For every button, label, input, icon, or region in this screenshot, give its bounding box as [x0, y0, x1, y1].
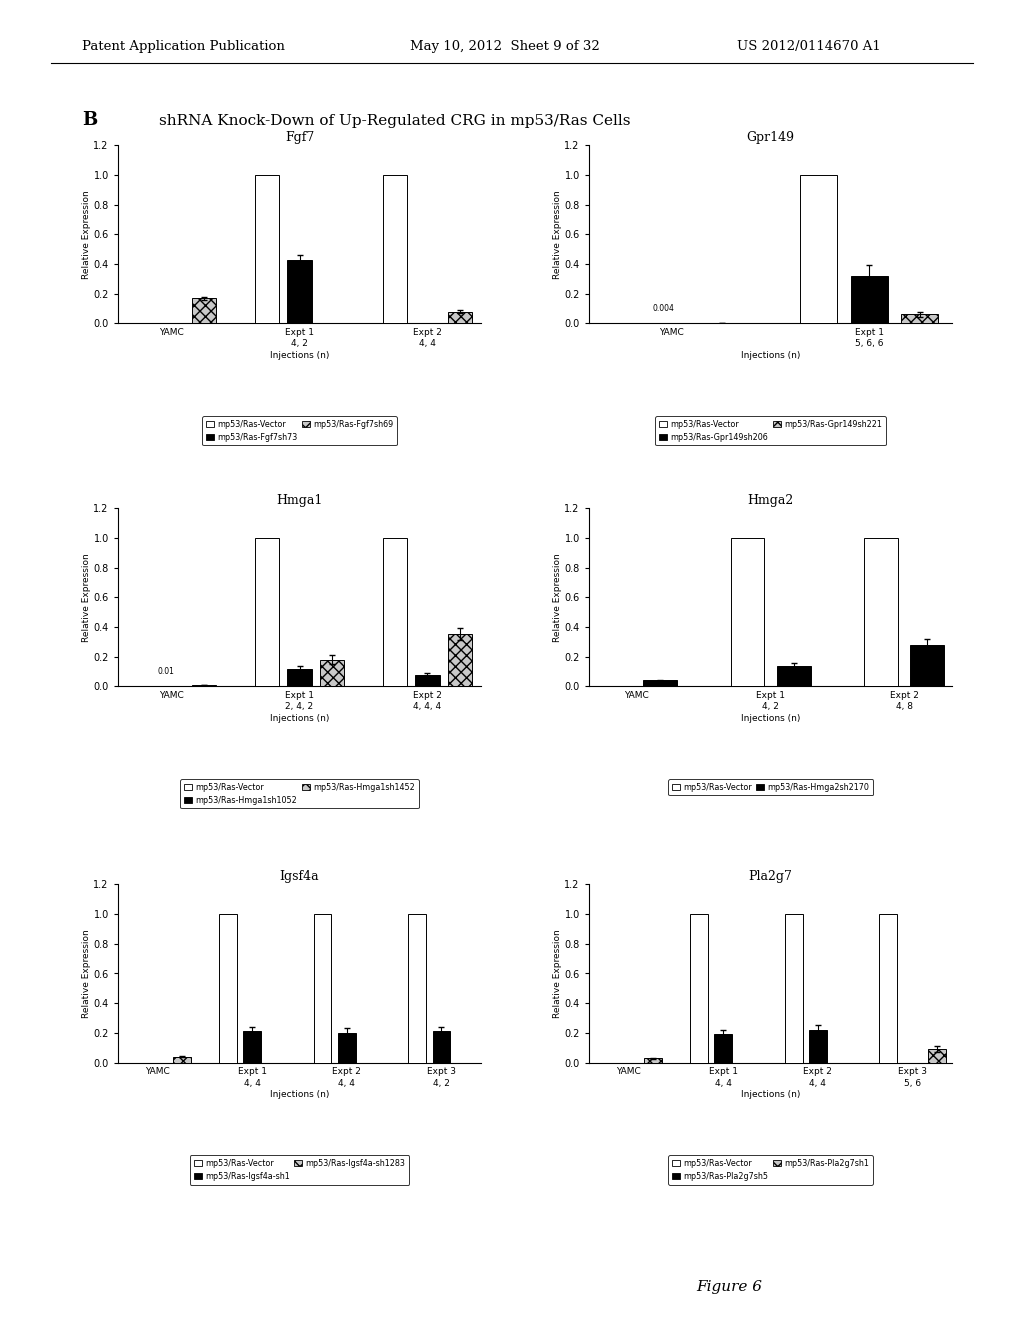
Bar [173, 1056, 190, 1063]
Bar [416, 675, 439, 686]
Title: Hmga2: Hmga2 [748, 494, 794, 507]
Bar [288, 668, 311, 686]
Bar [715, 1035, 732, 1063]
Text: 0.004: 0.004 [652, 304, 675, 313]
Bar [643, 681, 677, 686]
Legend: mp53/Ras-Vector, mp53/Ras-Hmga2sh2170: mp53/Ras-Vector, mp53/Ras-Hmga2sh2170 [668, 779, 873, 796]
Bar [690, 913, 708, 1063]
Bar [901, 314, 938, 323]
Bar [432, 1031, 451, 1063]
Text: shRNA Knock-Down of Up-Regulated CRG in mp53/Ras Cells: shRNA Knock-Down of Up-Regulated CRG in … [159, 115, 630, 128]
Bar [449, 635, 472, 686]
Text: Patent Application Publication: Patent Application Publication [82, 40, 285, 53]
Bar [255, 539, 279, 686]
Bar [928, 1049, 946, 1063]
Y-axis label: Relative Expression: Relative Expression [553, 190, 561, 279]
Bar [910, 644, 944, 686]
Bar [313, 913, 332, 1063]
Title: Fgf7: Fgf7 [285, 131, 314, 144]
Bar [784, 913, 803, 1063]
Bar [809, 1030, 826, 1063]
Text: 0.01: 0.01 [158, 667, 174, 676]
Bar [800, 176, 838, 323]
Bar [193, 685, 216, 686]
Y-axis label: Relative Expression: Relative Expression [82, 929, 90, 1018]
Legend: mp53/Ras-Vector, mp53/Ras-Igsf4a-sh1, mp53/Ras-Igsf4a-sh1283: mp53/Ras-Vector, mp53/Ras-Igsf4a-sh1, mp… [189, 1155, 410, 1184]
Legend: mp53/Ras-Vector, mp53/Ras-Fgf7sh73, mp53/Ras-Fgf7sh69: mp53/Ras-Vector, mp53/Ras-Fgf7sh73, mp53… [202, 416, 397, 445]
Title: Gpr149: Gpr149 [746, 131, 795, 144]
Bar [219, 913, 237, 1063]
Bar [288, 260, 311, 323]
Bar [383, 176, 407, 323]
Bar [449, 312, 472, 323]
Text: May 10, 2012  Sheet 9 of 32: May 10, 2012 Sheet 9 of 32 [410, 40, 599, 53]
Bar [851, 276, 888, 323]
Legend: mp53/Ras-Vector, mp53/Ras-Hmga1sh1052, mp53/Ras-Hmga1sh1452: mp53/Ras-Vector, mp53/Ras-Hmga1sh1052, m… [180, 779, 419, 808]
Y-axis label: Relative Expression: Relative Expression [82, 190, 90, 279]
Legend: mp53/Ras-Vector, mp53/Ras-Gpr149sh206, mp53/Ras-Gpr149sh221: mp53/Ras-Vector, mp53/Ras-Gpr149sh206, m… [655, 416, 886, 445]
Bar [409, 913, 426, 1063]
X-axis label: Injections (n): Injections (n) [270, 714, 329, 723]
X-axis label: Injections (n): Injections (n) [741, 351, 800, 360]
Text: US 2012/0114670 A1: US 2012/0114670 A1 [737, 40, 881, 53]
Bar [383, 539, 407, 686]
Bar [880, 913, 897, 1063]
X-axis label: Injections (n): Injections (n) [741, 1090, 800, 1100]
Y-axis label: Relative Expression: Relative Expression [553, 553, 561, 642]
Y-axis label: Relative Expression: Relative Expression [553, 929, 561, 1018]
Legend: mp53/Ras-Vector, mp53/Ras-Pla2g7sh5, mp53/Ras-Pla2g7sh1: mp53/Ras-Vector, mp53/Ras-Pla2g7sh5, mp5… [669, 1155, 872, 1184]
Text: Figure 6: Figure 6 [696, 1280, 762, 1294]
X-axis label: Injections (n): Injections (n) [270, 1090, 329, 1100]
Y-axis label: Relative Expression: Relative Expression [82, 553, 90, 642]
Bar [644, 1059, 662, 1063]
Title: Igsf4a: Igsf4a [280, 870, 319, 883]
Bar [338, 1032, 355, 1063]
Bar [777, 665, 811, 686]
Bar [193, 298, 216, 323]
Title: Pla2g7: Pla2g7 [749, 870, 793, 883]
Bar [321, 660, 344, 686]
X-axis label: Injections (n): Injections (n) [741, 714, 800, 723]
Bar [864, 539, 898, 686]
Bar [255, 176, 279, 323]
Text: B: B [82, 111, 97, 129]
Title: Hmga1: Hmga1 [276, 494, 323, 507]
Bar [730, 539, 764, 686]
Bar [244, 1031, 261, 1063]
X-axis label: Injections (n): Injections (n) [270, 351, 329, 360]
